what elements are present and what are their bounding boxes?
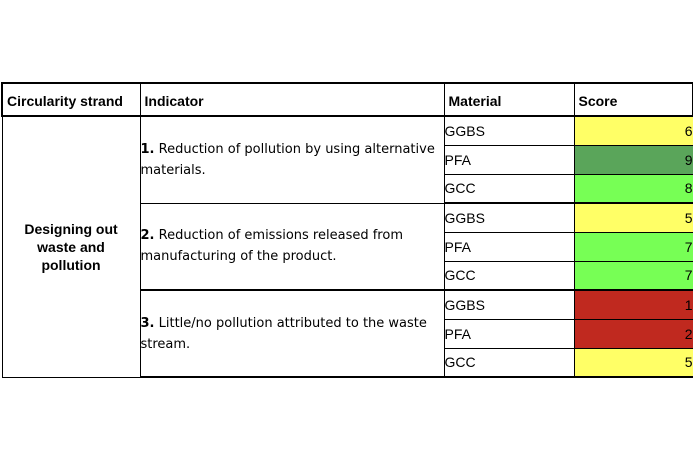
score-cell: 2	[573, 318, 693, 349]
table-row: GCC 7	[2, 260, 693, 291]
table-row: GCC 5	[2, 347, 693, 378]
score-cell: 5	[573, 347, 693, 378]
score-cell: 1	[573, 289, 693, 320]
header-row: Circularity strand Indicator Material Sc…	[1, 82, 693, 117]
table-row: PFA 9	[2, 144, 693, 175]
header-circularity-strand: Circularity strand	[1, 82, 141, 117]
score-cell: 6	[573, 115, 693, 146]
material-cell: GGBS	[443, 202, 575, 233]
material-cell: PFA	[443, 144, 575, 175]
score-cell: 7	[573, 260, 693, 291]
score-cell: 5	[573, 202, 693, 233]
indicator-cell: 3. Little/no pollution attributed to the…	[139, 289, 445, 378]
table-row: PFA 2	[2, 318, 693, 349]
material-cell: GCC	[443, 347, 575, 378]
circularity-table: Circularity strand Indicator Material Sc…	[1, 82, 693, 378]
table-row: 2. Reduction of emissions released from …	[2, 202, 693, 291]
material-cell: GGBS	[443, 289, 575, 320]
table-row: Designing out waste and pollution 1. Red…	[1, 115, 693, 378]
indicator-number: 1.	[140, 141, 155, 157]
material-cell: GCC	[443, 260, 575, 291]
table-row: 3. Little/no pollution attributed to the…	[2, 289, 693, 378]
material-cell: GCC	[443, 173, 575, 204]
header-material: Material	[443, 82, 575, 117]
header-indicator: Indicator	[139, 82, 445, 117]
score-cell: 9	[573, 144, 693, 175]
indicator-text: Reduction of pollution by using alternat…	[140, 141, 435, 178]
material-cell: PFA	[443, 318, 575, 349]
indicator-cell: 2. Reduction of emissions released from …	[139, 202, 445, 291]
header-score: Score	[573, 82, 693, 117]
indicator-text: Little/no pollution attributed to the wa…	[140, 315, 427, 352]
indicator-cell: 1. Reduction of pollution by using alter…	[139, 115, 445, 204]
score-cell: 8	[573, 173, 693, 204]
material-cell: PFA	[443, 231, 575, 262]
indicator-number: 2.	[140, 228, 155, 244]
indicator-text: Reduction of emissions released from man…	[140, 228, 403, 265]
strand-label: Designing out waste and pollution	[24, 220, 118, 273]
strand-cell: Designing out waste and pollution	[1, 115, 141, 378]
indicator-number: 3.	[140, 315, 155, 331]
score-cell: 7	[573, 231, 693, 262]
material-cell: GGBS	[443, 115, 575, 146]
table-row: GCC 8	[2, 173, 693, 204]
